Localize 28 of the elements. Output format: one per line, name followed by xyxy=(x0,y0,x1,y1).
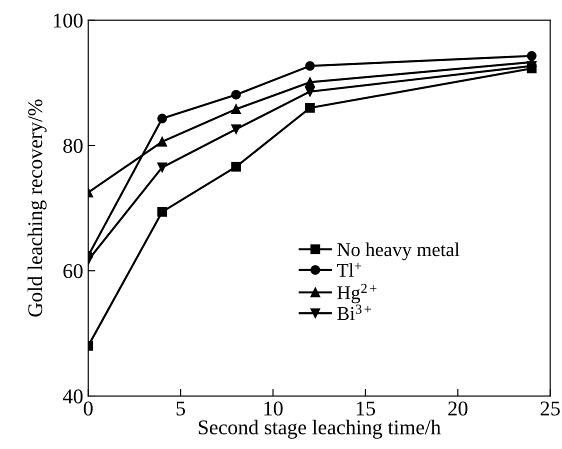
x-tick-label: 10 xyxy=(264,401,283,416)
point xyxy=(157,136,168,147)
y-tick-label: 100 xyxy=(54,14,83,28)
x-axis-title: Second stage leaching time/h xyxy=(198,420,441,439)
legend-label: No heavy metal xyxy=(337,242,460,260)
legend-label: Hg$^{2+}$ xyxy=(337,284,376,304)
y-tick-label: 80 xyxy=(63,138,83,153)
y-tick-label: 40 xyxy=(62,389,83,404)
point xyxy=(157,207,168,217)
point xyxy=(305,86,315,96)
point xyxy=(305,77,315,88)
x-tick-label: 5 xyxy=(176,402,186,416)
point xyxy=(157,162,168,172)
x-tick-label: 20 xyxy=(448,401,468,416)
legend-label: Tl$^{+}$ xyxy=(337,262,362,277)
y-tick-label: 60 xyxy=(63,264,83,278)
point xyxy=(231,124,241,134)
point xyxy=(157,114,168,124)
y-axis-title: Gold leaching recovery/% xyxy=(28,99,47,317)
point xyxy=(305,103,315,113)
point xyxy=(305,61,315,71)
legend-label: Bi$^{3+}$ xyxy=(337,304,372,320)
x-tick-label: 15 xyxy=(356,402,376,416)
x-tick-label: 25 xyxy=(540,402,560,416)
point xyxy=(231,162,241,172)
point xyxy=(231,104,241,114)
point xyxy=(231,90,241,100)
x-tick-label: 0 xyxy=(84,401,93,416)
